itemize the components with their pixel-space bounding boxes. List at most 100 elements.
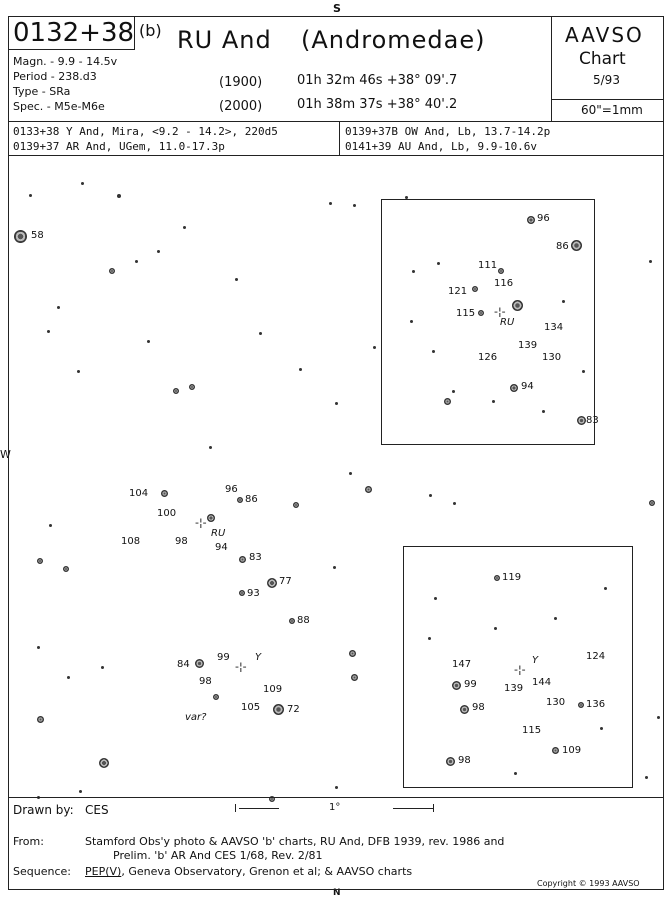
star-label: 116 [494,278,514,289]
star-label: 94 [215,542,228,553]
footer-divider [9,797,663,798]
star [239,590,245,596]
compass-north-label: N [333,888,341,898]
star-label: 115 [456,308,476,319]
star [510,384,518,392]
variable-crosshair: -¦- [195,516,207,529]
sequence-pep: PEP(V) [85,865,122,878]
star-label: 105 [241,702,261,713]
star [478,310,484,316]
epoch-2000: (2000) [219,99,263,114]
star [237,497,243,503]
star-label: 126 [478,352,498,363]
star-label: 72 [287,704,300,715]
star [14,230,27,243]
star-label: 144 [532,677,552,688]
org-name: AAVSO [565,23,644,47]
star-label: 94 [521,381,534,392]
chart-type: (b) [139,21,162,40]
star-label: 100 [157,508,177,519]
star-label: 136 [586,699,606,710]
designation: 0132+38 [13,18,135,48]
nearby-column-divider [339,121,340,155]
nearby-variable-3: 0139+37B OW And, Lb, 13.7-14.2p [345,125,551,138]
star [239,556,246,563]
spectral-type: Spec. - M5e-M6e [13,100,105,113]
star-field: 96 86 111 116 121 115 RU -¦- 134 139 126… [9,156,663,813]
star-chart: 0132+38 (b) RU And (Andromedae) AAVSO Ch… [8,16,664,890]
drawn-by-label: Drawn by: [13,803,74,817]
copyright: Copyright © 1993 AAVSO [537,879,640,888]
star-label: 147 [452,659,472,670]
star [577,416,586,425]
star [213,694,219,700]
star-label: 111 [478,260,498,271]
from-label: From: [13,835,44,848]
star [494,575,500,581]
nearby-variable-1: 0133+38 Y And, Mira, <9.2 - 14.2>, 220d5 [13,125,278,138]
sequence-text: PEP(V), Geneva Observatory, Grenon et al… [85,865,412,878]
star-label: 83 [586,415,599,426]
variable-marker-y: Y [255,652,262,663]
star-label: 139 [504,683,524,694]
star-label: 98 [472,702,485,713]
star-label: 124 [586,651,606,662]
star [452,681,461,690]
nearby-variable-2: 0139+37 AR And, UGem, 11.0-17.3p [13,140,225,153]
star-label: 99 [217,652,230,663]
star [273,704,284,715]
header-divider [9,121,663,122]
star-label: 119 [502,572,522,583]
chart-date: 5/93 [593,73,620,87]
star [578,702,584,708]
star-label: 86 [245,494,258,505]
period: Period - 238.d3 [13,70,97,83]
star-label: 121 [448,286,468,297]
epoch-1900: (1900) [219,75,263,90]
star [289,618,295,624]
star-label: 98 [458,755,471,766]
star [552,747,559,754]
star-label: 130 [546,697,566,708]
star-label: 84 [177,659,190,670]
inset-chart-ru: 96 86 111 116 121 115 RU -¦- 134 139 126… [381,199,599,445]
star-label: 93 [247,588,260,599]
star-label: 99 [464,679,477,690]
star-label: 139 [518,340,538,351]
star-label: 109 [263,684,283,695]
star-label: 86 [556,241,569,252]
variable-crosshair: -¦- [235,660,247,673]
variable-marker-y: Y [532,655,539,666]
scale-divider [551,99,663,100]
star [460,705,469,714]
star [444,398,451,405]
nearby-variable-4: 0141+39 AU And, Lb, 9.9-10.6v [345,140,538,153]
inset-chart-y: 119 147 -¦- Y 124 99 139 144 130 136 98 … [403,546,633,788]
star-label: 98 [175,536,188,547]
coord-2000: 01h 38m 37s +38° 40'.2 [297,97,458,112]
star-label: 115 [522,725,542,736]
sequence-label: Sequence: [13,865,71,878]
star-label: 130 [542,352,562,363]
chart-scale: 60"=1mm [581,103,643,117]
star [207,514,215,522]
star-label: 58 [31,230,44,241]
star-name: RU And [177,26,272,54]
magnitude-range: Magn. - 9.9 - 14.5v [13,55,118,68]
sequence-rest: , Geneva Observatory, Grenon et al; & AA… [121,865,413,878]
variable-type: Type - SRa [13,85,71,98]
coord-1900: 01h 32m 46s +38° 09'.7 [297,73,458,88]
variable-marker-var: var? [185,712,207,723]
nearby-divider [9,155,663,156]
star-label: 96 [537,213,550,224]
scale-bar-label: 1° [329,802,341,813]
from-line-1: Stamford Obs'y photo & AAVSO 'b' charts,… [85,835,505,848]
variable-crosshair: -¦- [494,305,506,318]
chart-box-divider [551,17,552,121]
star [498,268,504,274]
variable-crosshair: -¦- [514,663,526,676]
star [527,216,535,224]
star-label: 134 [544,322,564,333]
variable-marker-ru: RU [500,317,515,328]
star-label: 98 [199,676,212,687]
